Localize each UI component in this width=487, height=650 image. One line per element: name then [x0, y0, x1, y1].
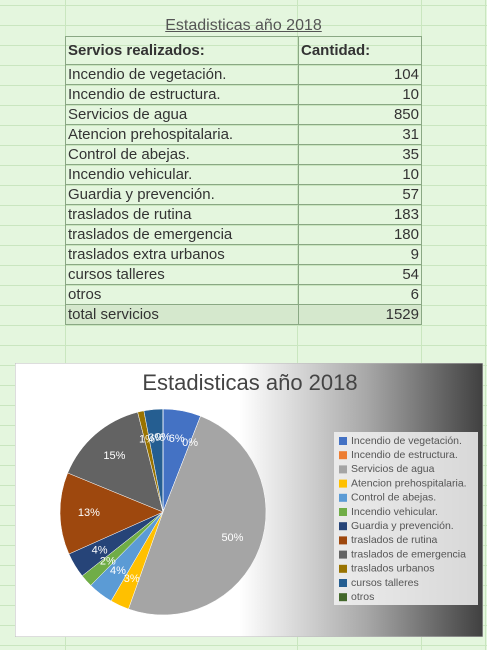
service-name: traslados extra urbanos	[65, 244, 299, 265]
legend-swatch	[339, 564, 347, 573]
legend-swatch	[339, 550, 347, 559]
legend-label: Incendio de estructura.	[351, 449, 458, 461]
service-count: 1529	[298, 304, 422, 325]
service-count: 54	[298, 264, 422, 285]
data-label: 50%	[221, 532, 243, 544]
legend-swatch	[339, 465, 347, 474]
data-label: 4%	[110, 565, 126, 577]
grid-column	[485, 0, 486, 650]
legend-swatch	[339, 508, 347, 516]
service-count: 6	[298, 284, 422, 305]
service-name: cursos talleres	[65, 264, 299, 285]
grid-column	[297, 0, 298, 650]
table-row: Servios realizados: Cantidad:	[65, 36, 422, 65]
service-name: traslados de emergencia	[65, 224, 299, 245]
table-row: traslados de rutina 183	[65, 204, 422, 225]
service-count: 183	[298, 204, 422, 225]
data-label: 15%	[103, 450, 125, 462]
legend-label: otros	[351, 591, 374, 603]
service-name: Incendio de vegetación.	[65, 64, 299, 85]
service-name: Servicios de agua	[65, 104, 299, 125]
service-name: traslados de rutina	[65, 204, 299, 225]
table-row: Incendio de vegetación. 104	[65, 64, 422, 85]
table-row: cursos talleres 54	[65, 264, 422, 285]
legend-label: Control de abejas.	[351, 492, 436, 504]
legend-swatch	[339, 522, 347, 531]
table-row: Incendio de estructura. 10	[65, 84, 422, 105]
data-label: 3%	[124, 573, 140, 585]
data-label: 0%	[182, 437, 198, 449]
legend-label: traslados urbanos	[351, 563, 434, 575]
legend-label: Incendio vehicular.	[351, 506, 438, 518]
table-row: otros 6	[65, 284, 422, 305]
legend-swatch	[339, 451, 347, 460]
table-row: Estadisticas año 2018	[66, 15, 422, 37]
service-count: 35	[298, 144, 422, 165]
data-table: Estadisticas año 2018 Servios realizados:…	[65, 15, 422, 325]
table-row: Servicios de agua 850	[65, 104, 422, 125]
table-title: Estadisticas año 2018	[165, 17, 322, 34]
service-count: 31	[298, 124, 422, 145]
service-count: 850	[298, 104, 422, 125]
service-name: Atencion prehospitalaria.	[65, 124, 299, 145]
legend-swatch	[339, 493, 347, 502]
table-row: Guardia y prevención. 57	[65, 184, 422, 205]
service-count: 9	[298, 244, 422, 265]
chart: Estadisticas año 2018 6%0%50%3%4%2%4%13%…	[15, 363, 483, 637]
legend-swatch	[339, 579, 347, 587]
legend-swatch	[339, 593, 347, 602]
chart-title: Estadisticas año 2018	[142, 370, 357, 395]
service-name: Incendio vehicular.	[65, 164, 299, 185]
service-name: otros	[65, 284, 299, 305]
table-row: Control de abejas. 35	[65, 144, 422, 165]
data-label: 0%	[155, 432, 171, 444]
grid-column	[65, 0, 66, 650]
service-name: Control de abejas.	[65, 144, 299, 165]
service-name: Incendio de estructura.	[65, 84, 299, 105]
column-header: Cantidad:	[298, 36, 422, 65]
pie-slice	[67, 411, 164, 513]
data-label: 13%	[78, 507, 100, 519]
data-label: 3%	[148, 432, 164, 444]
table-row: total servicios 1529	[65, 304, 422, 325]
legend-swatch	[339, 479, 347, 488]
service-name: Guardia y prevención.	[65, 184, 299, 205]
table-row: traslados extra urbanos 9	[65, 244, 422, 265]
service-count: 10	[298, 84, 422, 105]
table-row: traslados de emergencia 180	[65, 224, 422, 245]
service-count: 104	[298, 64, 422, 85]
pie-slice	[59, 472, 164, 555]
legend-box	[334, 432, 478, 605]
service-count: 10	[298, 164, 422, 185]
data-label: 1%	[139, 433, 155, 445]
service-count: 180	[298, 224, 422, 245]
data-label: 2%	[100, 555, 116, 567]
table-row: Atencion prehospitalaria. 31	[65, 124, 422, 145]
legend-label: Servicios de agua	[351, 463, 435, 475]
legend-label: traslados de emergencia	[351, 548, 466, 560]
data-label: 4%	[92, 544, 108, 556]
legend-swatch	[339, 536, 347, 545]
legend-label: Atencion prehospitalaria.	[351, 477, 467, 489]
legend-label: cursos talleres	[351, 577, 419, 589]
table-row: Incendio vehicular. 10	[65, 164, 422, 185]
pie-slice	[128, 415, 267, 616]
legend-label: Guardia y prevención.	[351, 520, 454, 532]
data-label: 6%	[169, 433, 185, 445]
column-header: Servios realizados:	[65, 36, 299, 65]
legend-label: traslados de rutina	[351, 534, 438, 546]
service-count: 57	[298, 184, 422, 205]
service-name: total servicios	[65, 304, 299, 325]
legend-swatch	[339, 437, 347, 445]
legend-label: Incendio de vegetación.	[351, 435, 462, 447]
grid-column	[421, 0, 422, 650]
